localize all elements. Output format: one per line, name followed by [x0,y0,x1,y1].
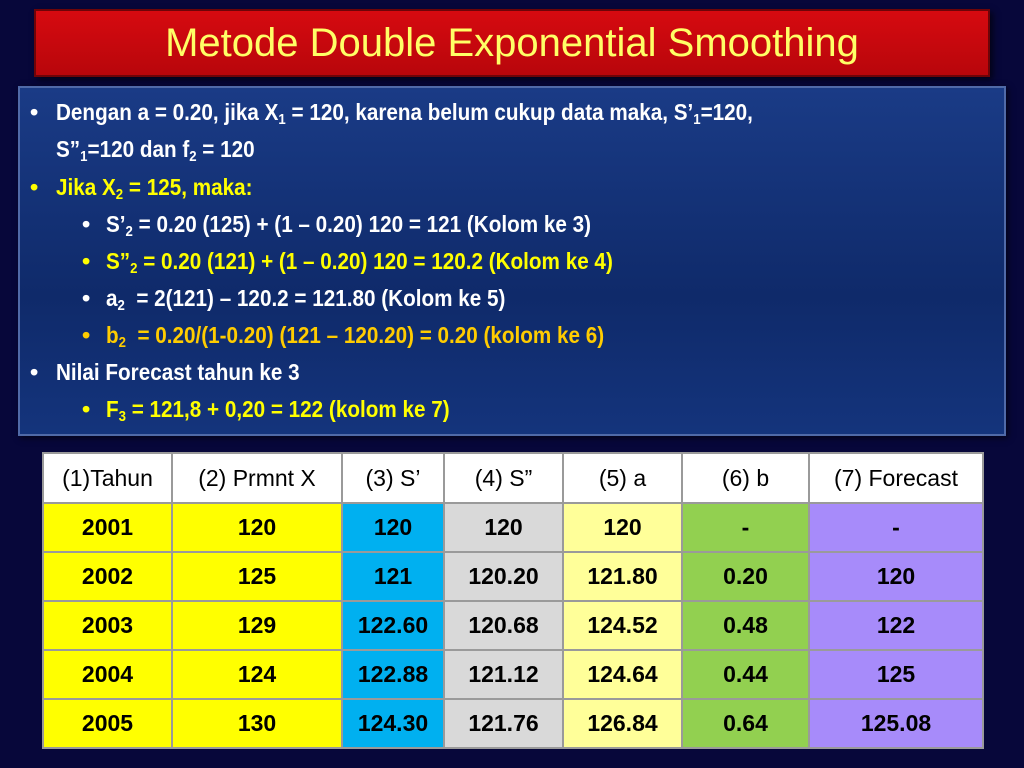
subscript: 2 [189,148,197,165]
bullet-dot: • [30,99,39,125]
subscript: 2 [118,334,126,351]
cell-s-double: 120.20 [443,551,564,602]
text: Jika X [56,174,116,200]
subscript: 2 [130,260,138,277]
cell-s-single: 122.60 [341,600,445,651]
table-header-row: (1)Tahun (2) Prmnt X (3) S’ (4) S” (5) a… [42,452,984,504]
bullet-b-formula: b2 = 0.20/(1-0.20) (121 – 120.20) = 0.20… [106,317,604,353]
bullet-s1-formula: S’2 = 0.20 (125) + (1 – 0.20) 120 = 121 … [106,206,591,242]
cell-s-single: 124.30 [341,698,445,749]
cell-b: - [681,502,810,553]
text: F [106,396,119,422]
header-forecast: (7) Forecast [808,452,984,504]
cell-a: 124.52 [562,600,683,651]
header-b: (6) b [681,452,810,504]
text: = 0.20 (121) + (1 – 0.20) 120 = 120.2 (K… [137,248,613,274]
content-box: • Dengan a = 0.20, jika X1 = 120, karena… [18,86,1006,436]
table-row: 2005 130 124.30 121.76 126.84 0.64 125.0… [42,698,984,749]
bullet-f3-formula: F3 = 121,8 + 0,20 = 122 (kolom ke 7) [106,391,450,427]
subscript: 2 [115,186,124,203]
text: = 125, maka: [123,174,253,200]
cell-permintaan: 130 [171,698,343,749]
text: b [106,322,119,348]
text: S” [56,136,81,162]
bullet-initial-condition-line2: S”1=120 dan f2 = 120 [56,131,255,167]
cell-a: 121.80 [562,551,683,602]
subscript: 2 [125,223,133,240]
subscript: 1 [693,111,701,128]
table-row: 2004 124 122.88 121.12 124.64 0.44 125 [42,649,984,700]
text: Nilai Forecast tahun ke 3 [56,359,300,385]
table-row: 2001 120 120 120 120 - - [42,502,984,553]
cell-s-single: 120 [341,502,445,553]
cell-a: 120 [562,502,683,553]
cell-a: 124.64 [562,649,683,700]
cell-forecast: 120 [808,551,984,602]
text: S’ [106,211,126,237]
bullet-initial-condition: Dengan a = 0.20, jika X1 = 120, karena b… [56,94,753,130]
text: = 121,8 + 0,20 = 122 (kolom ke 7) [125,396,450,422]
cell-forecast: 125 [808,649,984,700]
text: = 0.20/(1-0.20) (121 – 120.20) = 0.20 (k… [125,322,605,348]
slide-title: Metode Double Exponential Smoothing [165,20,859,65]
header-permintaan: (2) Prmnt X [171,452,343,504]
cell-forecast: 125.08 [808,698,984,749]
cell-b: 0.48 [681,600,810,651]
smoothing-table: (1)Tahun (2) Prmnt X (3) S’ (4) S” (5) a… [42,452,984,749]
bullet-a-formula: a2 = 2(121) – 120.2 = 121.80 (Kolom ke 5… [106,280,505,316]
text: = 120 [196,136,255,162]
table-row: 2002 125 121 120.20 121.80 0.20 120 [42,551,984,602]
cell-s-double: 121.12 [443,649,564,700]
cell-b: 0.64 [681,698,810,749]
cell-forecast: - [808,502,984,553]
subscript: 3 [118,408,126,425]
cell-s-double: 121.76 [443,698,564,749]
cell-permintaan: 120 [171,502,343,553]
header-tahun: (1)Tahun [42,452,173,504]
table-row: 2003 129 122.60 120.68 124.52 0.48 122 [42,600,984,651]
header-s-single: (3) S’ [341,452,445,504]
cell-b: 0.44 [681,649,810,700]
text: = 120, karena belum cukup data maka, S’ [285,99,694,125]
bullet-dot: • [82,211,91,237]
cell-s-double: 120 [443,502,564,553]
text: =120 dan f [87,136,190,162]
text: = 2(121) – 120.2 = 121.80 (Kolom ke 5) [124,285,506,311]
bullet-if-x2: Jika X2 = 125, maka: [56,169,252,205]
text: S” [106,248,131,274]
cell-permintaan: 129 [171,600,343,651]
bullet-dot: • [30,359,39,385]
bullet-dot: • [82,322,91,348]
bullet-s2-formula: S”2 = 0.20 (121) + (1 – 0.20) 120 = 120.… [106,243,613,279]
subscript: 1 [278,111,286,128]
text: = 0.20 (125) + (1 – 0.20) 120 = 121 (Kol… [132,211,591,237]
bullet-dot: • [82,396,91,422]
header-s-double: (4) S” [443,452,564,504]
bullet-dot: • [30,174,39,200]
cell-b: 0.20 [681,551,810,602]
cell-permintaan: 124 [171,649,343,700]
cell-s-single: 121 [341,551,445,602]
subscript: 2 [117,297,125,314]
cell-forecast: 122 [808,600,984,651]
cell-s-single: 122.88 [341,649,445,700]
cell-tahun: 2003 [42,600,173,651]
bullet-dot: • [82,248,91,274]
text: Dengan a = 0.20, jika X [56,99,279,125]
cell-permintaan: 125 [171,551,343,602]
cell-tahun: 2001 [42,502,173,553]
cell-tahun: 2002 [42,551,173,602]
text: a [106,285,118,311]
bullet-dot: • [82,285,91,311]
cell-tahun: 2004 [42,649,173,700]
text: =120, [700,99,753,125]
subscript: 1 [80,148,88,165]
cell-tahun: 2005 [42,698,173,749]
title-bar: Metode Double Exponential Smoothing [34,9,990,77]
cell-a: 126.84 [562,698,683,749]
cell-s-double: 120.68 [443,600,564,651]
bullet-forecast-year3: Nilai Forecast tahun ke 3 [56,354,300,390]
header-a: (5) a [562,452,683,504]
